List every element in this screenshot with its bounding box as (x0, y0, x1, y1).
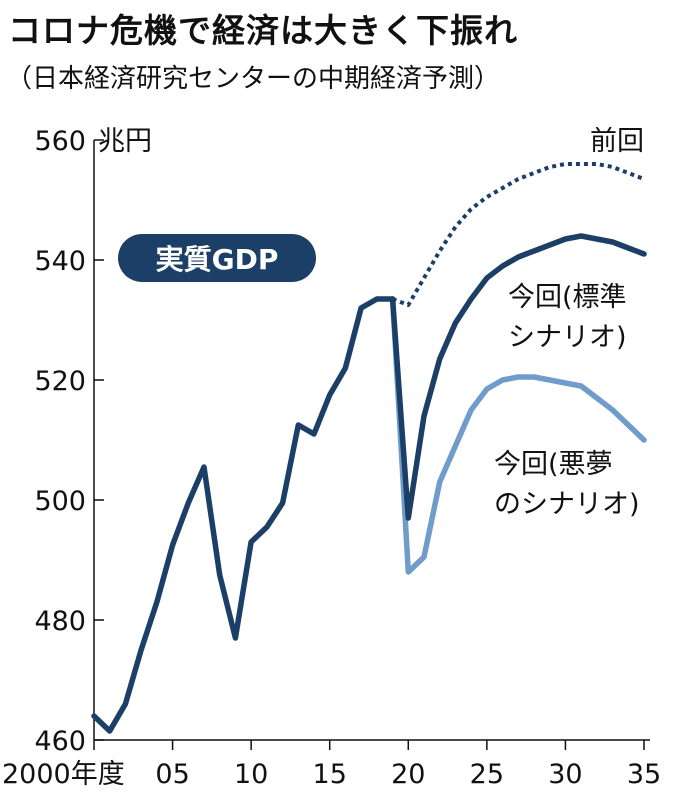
y-axis-ticks: 460 480 500 520 540 560 (34, 126, 104, 757)
series-line-2 (389, 233, 647, 521)
series-line-3 (389, 296, 647, 575)
y-tick-label-520: 520 (34, 366, 86, 397)
y-tick-label-560: 560 (34, 126, 86, 157)
series-label-2-line-0: 今回(標準 (508, 282, 627, 313)
x-axis-ticks: 2000年度 05 10 15 20 25 30 35 (2, 740, 661, 790)
y-tick-label-460: 460 (34, 726, 86, 757)
y-tick-label-480: 480 (34, 606, 86, 637)
x-tick-label-2020: 20 (391, 759, 425, 790)
series-line-1 (391, 162, 645, 307)
gdp-badge: 実質GDP (118, 234, 316, 282)
series-line-0 (91, 296, 396, 734)
x-tick-label-2000: 2000年度 (2, 759, 125, 790)
x-tick-label-2015: 15 (313, 759, 347, 790)
series-lines (91, 162, 647, 734)
series-label-3-line-0: 今回(悪夢 (494, 449, 613, 480)
gdp-badge-background (118, 234, 316, 282)
series-label-2-line-1: シナリオ) (508, 322, 627, 353)
y-tick-label-540: 540 (34, 246, 86, 277)
chart-subtitle: （日本経済研究センターの中期経済予測） (6, 64, 501, 94)
x-tick-label-2005: 05 (155, 759, 189, 790)
x-tick-label-2030: 30 (548, 759, 582, 790)
y-tick-label-500: 500 (34, 486, 86, 517)
series-label-1-line-0: 前回 (590, 126, 644, 157)
gdp-badge-label: 実質GDP (156, 243, 279, 276)
x-tick-label-2010: 10 (234, 759, 268, 790)
series-label-3-line-1: のシナリオ) (494, 489, 640, 520)
y-axis-unit-label: 兆円 (98, 126, 152, 157)
chart-title: コロナ危機で経済は大きく下振れ (8, 11, 518, 50)
x-tick-label-2025: 25 (470, 759, 504, 790)
x-tick-label-2035: 35 (627, 759, 661, 790)
